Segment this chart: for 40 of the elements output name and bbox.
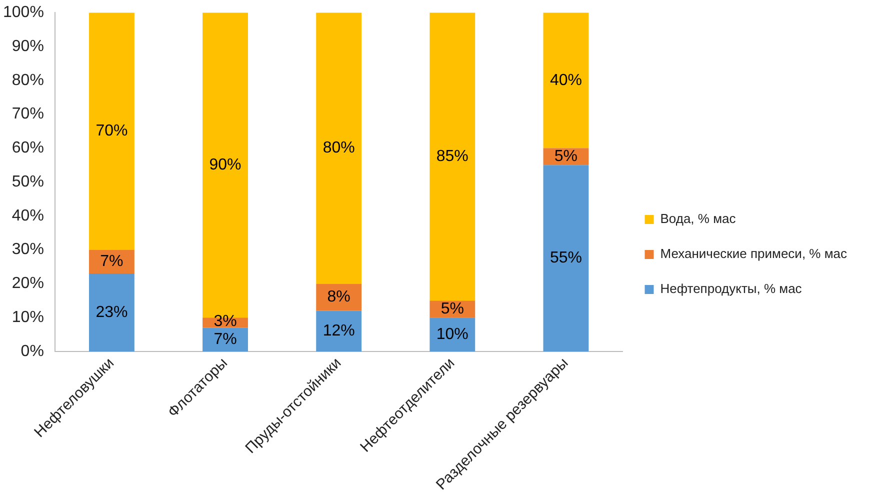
data-label: 5% bbox=[554, 148, 578, 166]
y-tick-label: 20% bbox=[12, 275, 44, 292]
bar bbox=[316, 284, 362, 311]
data-label: 3% bbox=[214, 313, 237, 330]
data-label: 5% bbox=[440, 300, 464, 318]
bar bbox=[543, 12, 589, 148]
y-tick-label: 40% bbox=[12, 207, 44, 224]
bar bbox=[430, 318, 476, 352]
bar bbox=[88, 250, 134, 274]
data-label: 70% bbox=[96, 122, 128, 140]
data-label: 55% bbox=[550, 250, 582, 267]
legend-label: Нефтепродукты, % мас bbox=[660, 281, 802, 296]
bar bbox=[430, 12, 476, 301]
data-label: 85% bbox=[436, 148, 468, 166]
y-tick-label: 0% bbox=[20, 342, 44, 360]
bar bbox=[88, 12, 134, 250]
data-label: 10% bbox=[436, 326, 468, 343]
bar bbox=[88, 274, 134, 352]
bar bbox=[543, 165, 589, 352]
data-label: 23% bbox=[96, 304, 128, 321]
y-tick-label: 30% bbox=[12, 241, 44, 258]
bar bbox=[202, 328, 248, 352]
y-tick-label: 90% bbox=[12, 38, 44, 55]
y-tick-label: 10% bbox=[12, 308, 44, 326]
y-tick-label: 100% bbox=[3, 4, 44, 22]
data-label: 7% bbox=[214, 331, 237, 348]
data-label: 80% bbox=[322, 140, 355, 157]
y-tick-label: 50% bbox=[12, 173, 44, 190]
data-label: 90% bbox=[209, 156, 242, 174]
data-label: 7% bbox=[100, 253, 124, 270]
data-label: 40% bbox=[550, 72, 582, 89]
y-tick-label: 70% bbox=[12, 106, 44, 123]
data-label: 12% bbox=[322, 322, 355, 340]
bar bbox=[316, 310, 362, 352]
legend-label: Механические примеси, % мас bbox=[660, 246, 848, 262]
y-tick-label: 80% bbox=[12, 72, 44, 89]
y-tick-label: 60% bbox=[12, 140, 44, 157]
bar bbox=[316, 12, 362, 284]
legend-label: Вода, % мас bbox=[660, 211, 736, 226]
data-label: 8% bbox=[327, 288, 350, 306]
